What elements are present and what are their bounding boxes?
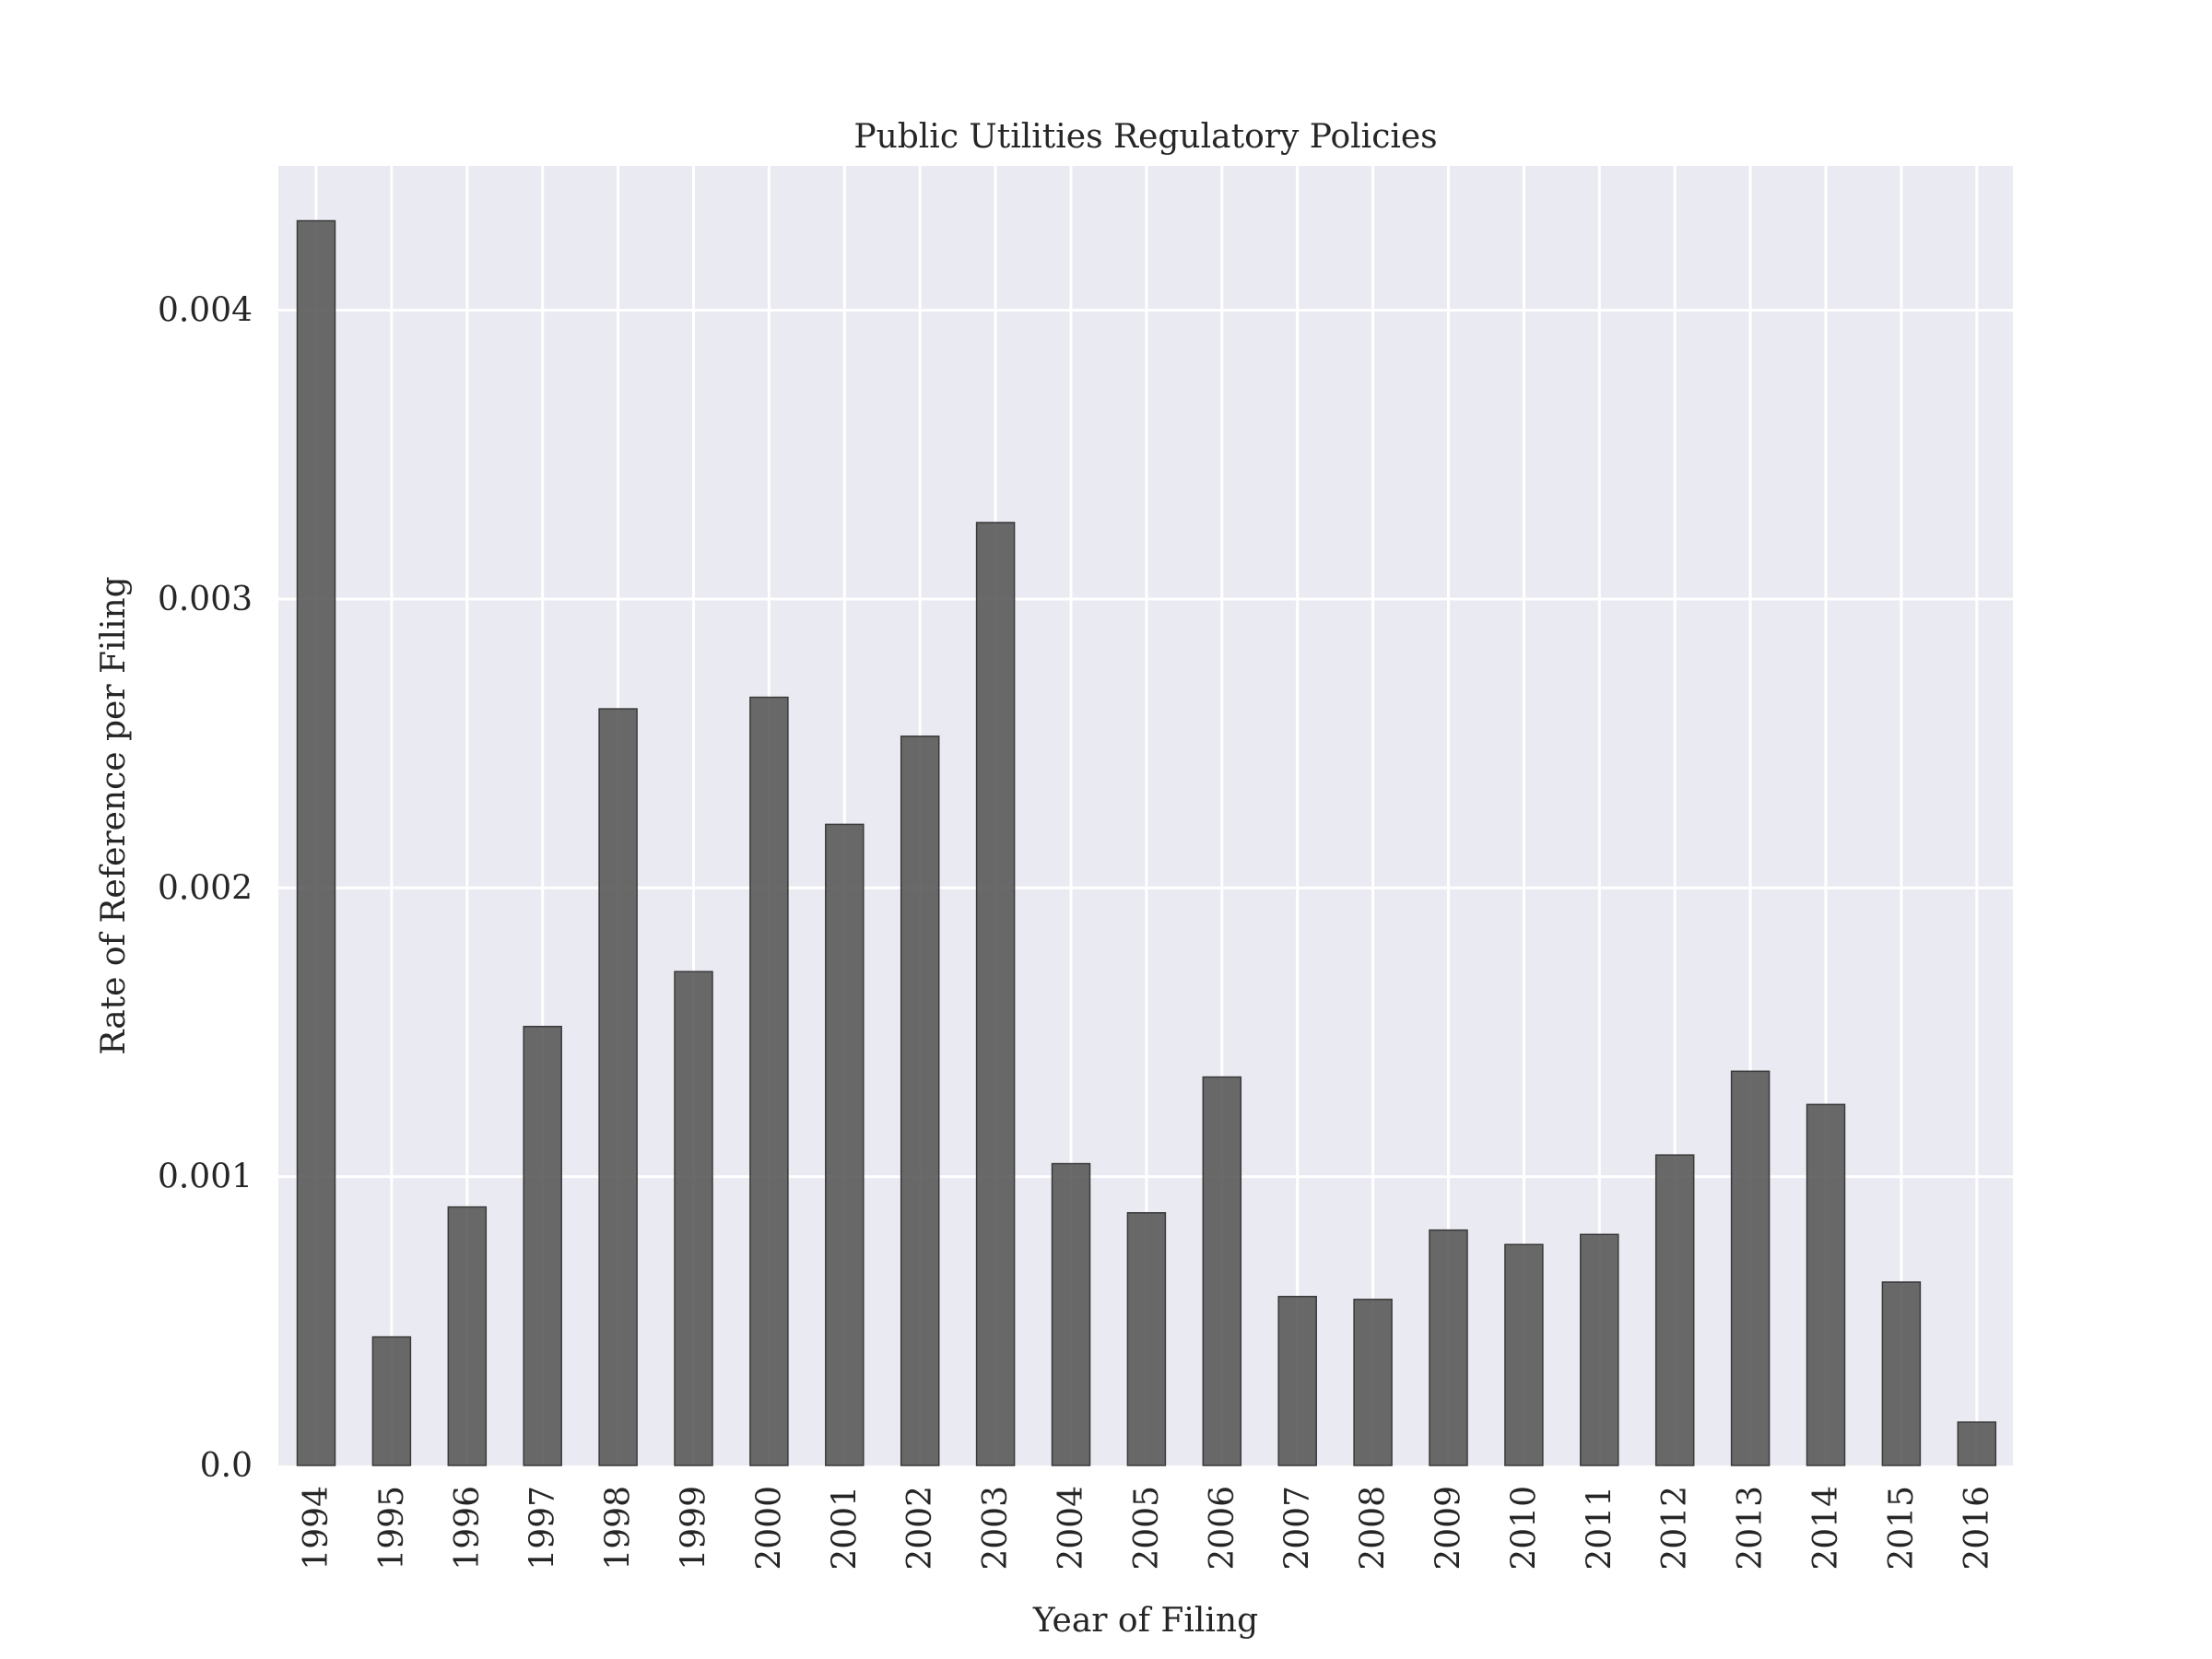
y-axis-label: Rate of Reference per Filing bbox=[95, 576, 133, 1054]
chart-title: Public Utilities Regulatory Policies bbox=[853, 118, 1437, 156]
bar-1997 bbox=[523, 1025, 562, 1466]
x-tick-label: 2001 bbox=[826, 1486, 864, 1571]
x-axis-label: Year of Filing bbox=[1032, 1602, 1258, 1640]
bar-2009 bbox=[1429, 1229, 1468, 1466]
x-tick-label: 1997 bbox=[524, 1486, 562, 1571]
bar-2015 bbox=[1881, 1281, 1922, 1466]
x-tick-labels: 1994 1995 1996 1997 1998 1999 2000 2001 2002 2003… bbox=[298, 1486, 1996, 1571]
x-tick-label: 2011 bbox=[1581, 1486, 1618, 1571]
y-tick-label: 0.0 bbox=[200, 1447, 253, 1485]
x-tick-label: 2005 bbox=[1128, 1486, 1166, 1571]
bar-2012 bbox=[1654, 1154, 1695, 1466]
x-tick-label: 2013 bbox=[1732, 1486, 1770, 1571]
y-tick-label: 0.004 bbox=[158, 292, 253, 330]
x-tick-label: 2004 bbox=[1053, 1486, 1090, 1571]
x-tick-label: 1996 bbox=[449, 1486, 487, 1571]
x-tick-label: 1994 bbox=[298, 1486, 335, 1571]
bar-2002 bbox=[900, 735, 940, 1466]
x-tick-label: 2002 bbox=[901, 1486, 939, 1571]
bar-2001 bbox=[825, 823, 865, 1466]
x-tick-label: 2007 bbox=[1279, 1486, 1317, 1571]
x-tick-label: 2008 bbox=[1355, 1486, 1393, 1571]
bar-2013 bbox=[1730, 1070, 1771, 1466]
bar-2016 bbox=[1957, 1421, 1997, 1466]
x-tick-label: 2012 bbox=[1656, 1486, 1694, 1571]
y-tick-label: 0.003 bbox=[158, 581, 253, 618]
x-tick-label: 1999 bbox=[676, 1486, 713, 1571]
y-tick-labels: 0.0 0.001 0.002 0.003 0.004 bbox=[158, 292, 253, 1485]
bar-2011 bbox=[1580, 1233, 1619, 1466]
bar-2008 bbox=[1353, 1299, 1393, 1466]
x-tick-label: 2014 bbox=[1807, 1486, 1845, 1571]
bar-2010 bbox=[1504, 1243, 1544, 1466]
bar-2004 bbox=[1051, 1162, 1091, 1466]
bar-2006 bbox=[1202, 1076, 1242, 1466]
bar-1998 bbox=[598, 708, 638, 1466]
bar-2005 bbox=[1126, 1212, 1167, 1466]
x-tick-label: 2016 bbox=[1959, 1486, 1996, 1571]
bar-1996 bbox=[447, 1206, 488, 1466]
x-tick-label: 2010 bbox=[1505, 1486, 1543, 1571]
x-tick-label: 2000 bbox=[750, 1486, 788, 1571]
bar-1999 bbox=[674, 971, 713, 1466]
x-tick-label: 2006 bbox=[1204, 1486, 1241, 1571]
bar-1994 bbox=[296, 219, 336, 1466]
x-tick-label: 2003 bbox=[977, 1486, 1015, 1571]
bar-2003 bbox=[975, 522, 1016, 1466]
bar-2014 bbox=[1806, 1103, 1846, 1466]
x-tick-label: 1998 bbox=[600, 1486, 638, 1571]
x-tick-label: 1995 bbox=[373, 1486, 411, 1571]
x-tick-label: 2015 bbox=[1883, 1486, 1921, 1571]
y-tick-label: 0.001 bbox=[158, 1159, 253, 1196]
bars-group bbox=[296, 219, 1997, 1466]
y-tick-label: 0.002 bbox=[158, 869, 253, 907]
bar-2007 bbox=[1277, 1295, 1317, 1466]
bar-1995 bbox=[371, 1335, 412, 1466]
x-tick-label: 2009 bbox=[1430, 1486, 1468, 1571]
bar-2000 bbox=[749, 696, 789, 1466]
